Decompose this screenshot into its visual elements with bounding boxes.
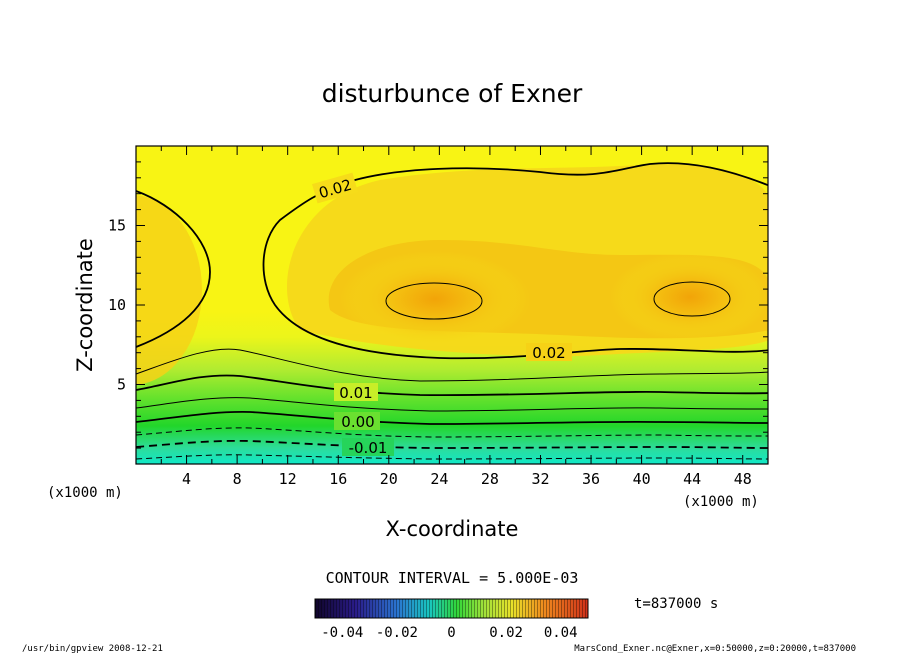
chart-title: disturbunce of Exner — [322, 79, 583, 108]
contour-line-000 — [136, 411, 768, 425]
colorbar: -0.04 -0.02 0 0.02 0.04 — [314, 598, 589, 641]
x-tick-label: 36 — [582, 470, 600, 488]
contour-interval: CONTOUR INTERVAL = 5.000E-03 — [326, 569, 579, 587]
plot-area — [136, 146, 768, 464]
colorbar-tick-label: 0.04 — [544, 625, 578, 641]
contour-labels: 0.02 0.02 0.01 0.00 -0.01 — [312, 172, 572, 457]
footer-left: /usr/bin/gpview 2008-12-21 — [22, 644, 163, 654]
contour-line-001 — [136, 374, 768, 397]
x-tick-label: 24 — [430, 470, 448, 488]
contour-line-002-main — [262, 162, 768, 360]
x-tick-label: 4 — [182, 470, 191, 488]
x-unit-right: (x1000 m) — [683, 494, 759, 510]
contour-line-m0005 — [136, 427, 768, 438]
colorbar-tick-label: 0.02 — [489, 625, 523, 641]
colorbar-stripes — [315, 599, 588, 618]
colorbar-tick-label: -0.02 — [376, 625, 418, 641]
x-tick-label: 28 — [481, 470, 499, 488]
contour-lines — [136, 162, 768, 460]
y-axis-label: Z-coordinate — [73, 238, 97, 372]
time-label: t=837000 s — [634, 596, 718, 612]
x-tick-label: 16 — [329, 470, 347, 488]
x-tick-label: 44 — [683, 470, 701, 488]
contour-line-0005 — [136, 397, 768, 412]
y-tick-label: 5 — [117, 376, 126, 394]
y-tick-label: 10 — [108, 296, 126, 314]
colorbar-frame — [314, 598, 589, 619]
left-warm-region — [136, 195, 202, 385]
footer-right: MarsCond_Exner.nc@Exner,x=0:50000,z=0:20… — [574, 644, 856, 654]
contour-label-4: -0.01 — [349, 439, 388, 457]
contour-label-2: 0.01 — [339, 384, 372, 402]
blob-max-1 — [340, 251, 530, 347]
x-tick-label: 8 — [233, 470, 242, 488]
x-tick-label: 20 — [380, 470, 398, 488]
contour-line-m0015 — [136, 454, 768, 460]
contour-line-m001 — [136, 439, 768, 449]
colorbar-tick-label: -0.04 — [321, 625, 363, 641]
contour-label-1: 0.02 — [532, 344, 565, 362]
colorbar-tick-label: 0 — [447, 625, 455, 641]
contour-line-0025-blob2 — [653, 281, 731, 317]
x-tick-label: 32 — [531, 470, 549, 488]
blob-max-2 — [610, 252, 768, 342]
x-tick-label: 40 — [633, 470, 651, 488]
x-tick-label: 48 — [734, 470, 752, 488]
x-axis-label: X-coordinate — [386, 517, 519, 541]
contour-line-0025-blob1 — [385, 282, 483, 320]
x-axis: 4 8 12 16 20 24 28 32 36 40 44 48 — [135, 146, 769, 488]
x-unit-left: (x1000 m) — [47, 485, 123, 501]
contour-line-002-left — [136, 190, 211, 348]
x-tick-label: 12 — [279, 470, 297, 488]
contour-label-3: 0.00 — [341, 413, 374, 431]
colorbar-ticks: -0.04 -0.02 0 0.02 0.04 — [321, 625, 577, 641]
y-tick-label: 15 — [108, 217, 126, 235]
contour-line-0015 — [136, 348, 768, 382]
y-axis: 5 10 15 — [108, 145, 768, 465]
